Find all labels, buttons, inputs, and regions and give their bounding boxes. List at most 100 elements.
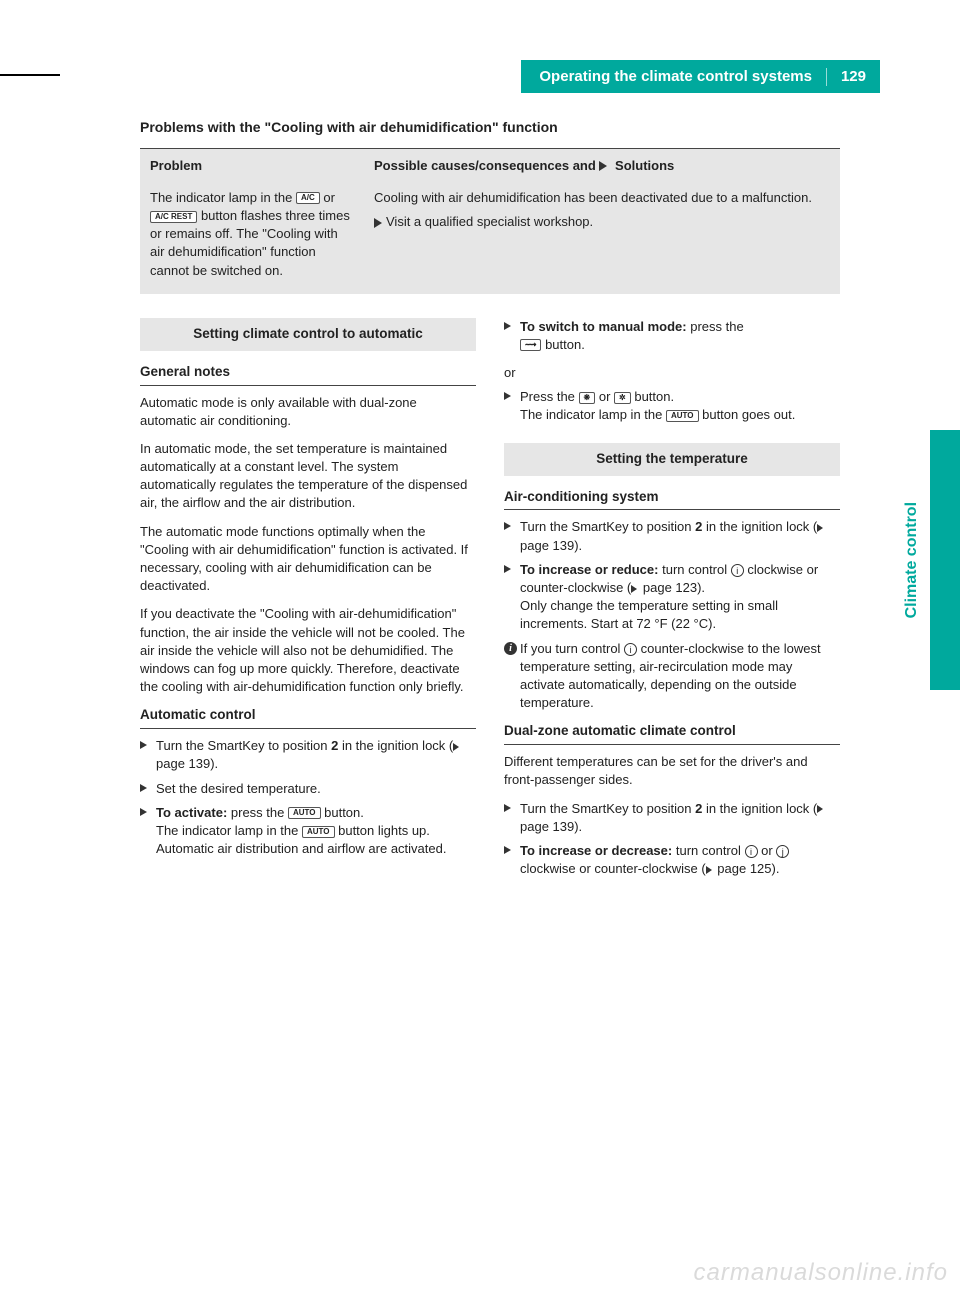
auto-button-icon: AUTO (666, 410, 699, 422)
step-set-temp: Set the desired temperature. (140, 780, 476, 798)
sol-line2: Visit a qualified specialist workshop. (386, 214, 593, 229)
th-solutions: Possible causes/consequences and Solutio… (364, 149, 840, 183)
step-ac-key: Turn the SmartKey to position 2 in the i… (504, 518, 840, 554)
steps-right-top: To switch to manual mode: press the ⟿ bu… (504, 318, 840, 354)
table-body-row: The indicator lamp in the A/C or A/C RES… (140, 183, 840, 294)
ref-icon (817, 524, 823, 532)
t: Turn the SmartKey to position (520, 519, 695, 534)
content-area: Problems with the "Cooling with air dehu… (140, 118, 840, 888)
para-4: If you deactivate the "Cooling with air-… (140, 605, 476, 696)
t: turn control (658, 562, 730, 577)
steps-ac: Turn the SmartKey to position 2 in the i… (504, 518, 840, 712)
t: page 139). (156, 756, 218, 771)
t: in the ignition lock ( (338, 738, 453, 753)
td-solution: Cooling with air dehumidification has be… (364, 183, 840, 294)
header-divider (826, 68, 827, 86)
heading-auto: Setting climate control to automatic (140, 318, 476, 351)
or-text: or (504, 364, 840, 382)
t: page 139). (520, 819, 582, 834)
page-content: Operating the climate control systems 12… (0, 0, 960, 928)
t: or (595, 389, 614, 404)
t: Turn the SmartKey to position (520, 801, 695, 816)
step-press-defrost: Press the ❋ or ✲ button. The indicator l… (504, 388, 840, 424)
subheading-ac-system: Air-conditioning system (504, 488, 840, 511)
t: button. (631, 389, 674, 404)
header-title: Operating the climate control systems (539, 66, 812, 87)
defrost-button-icon: ❋ (579, 392, 596, 404)
fan-button-icon: ✲ (614, 392, 631, 404)
ac-rest-button-icon: A/C REST (150, 211, 197, 223)
t: page 125). (714, 861, 780, 876)
ref-icon (817, 805, 823, 813)
problem-table: Problem Possible causes/consequences and… (140, 149, 840, 294)
t: The indicator lamp in the (520, 407, 666, 422)
step-ac-adjust: To increase or reduce: turn control i cl… (504, 561, 840, 634)
para-3: The automatic mode functions optimally w… (140, 523, 476, 596)
two-column-layout: Setting climate control to automatic Gen… (140, 318, 840, 889)
auto-button-icon: AUTO (302, 826, 335, 838)
control-i-icon: i (624, 643, 637, 656)
subheading-general: General notes (140, 363, 476, 386)
th-problem: Problem (140, 149, 364, 183)
header-bar: Operating the climate control systems 12… (140, 60, 880, 90)
t: To activate: (156, 805, 227, 820)
problem-text-1: The indicator lamp in the (150, 190, 296, 205)
th-sol-suffix: Solutions (611, 158, 674, 173)
step-dual-key: Turn the SmartKey to position 2 in the i… (504, 800, 840, 836)
step-dual-adjust: To increase or decrease: turn control i … (504, 842, 840, 878)
ac-button-icon: A/C (296, 192, 320, 204)
t: To increase or decrease: (520, 843, 672, 858)
para-1: Automatic mode is only available with du… (140, 394, 476, 430)
step-activate: To activate: press the AUTO button. The … (140, 804, 476, 859)
auto-button-icon: AUTO (288, 807, 321, 819)
t: The indicator lamp in the (156, 823, 302, 838)
control-j-icon: j (776, 845, 789, 858)
ref-icon (631, 585, 637, 593)
dual-para: Different temperatures can be set for th… (504, 753, 840, 789)
t: turn control (672, 843, 744, 858)
step-manual: To switch to manual mode: press the ⟿ bu… (504, 318, 840, 354)
ref-icon (706, 866, 712, 874)
control-i-icon: i (745, 845, 758, 858)
heading-temp: Setting the temperature (504, 443, 840, 476)
t: or (758, 843, 777, 858)
watermark: carmanualsonline.info (694, 1256, 948, 1290)
problem-text-2: or (320, 190, 335, 205)
t: Only change the temperature setting in s… (520, 598, 778, 631)
sol-line2-wrap: Visit a qualified specialist workshop. (374, 213, 830, 231)
t: Turn the SmartKey to position (156, 738, 331, 753)
table-header-row: Problem Possible causes/consequences and… (140, 149, 840, 183)
sol-line1: Cooling with air dehumidification has be… (374, 189, 830, 207)
t: page 123). (639, 580, 705, 595)
left-column: Setting climate control to automatic Gen… (140, 318, 476, 889)
t: button. (321, 805, 364, 820)
subheading-dual-zone: Dual-zone automatic climate control (504, 722, 840, 745)
t: page 139). (520, 538, 582, 553)
right-column: To switch to manual mode: press the ⟿ bu… (504, 318, 840, 889)
header-title-box: Operating the climate control systems 12… (521, 60, 880, 93)
triangle-icon (599, 161, 607, 171)
control-i-icon: i (731, 564, 744, 577)
t: button. (541, 337, 584, 352)
triangle-icon (374, 218, 382, 228)
t: To switch to manual mode: (520, 319, 687, 334)
t: in the ignition lock ( (702, 519, 817, 534)
t: clockwise or counter-clockwise ( (520, 861, 706, 876)
t: button goes out. (699, 407, 796, 422)
ref-icon (453, 743, 459, 751)
td-problem: The indicator lamp in the A/C or A/C RES… (140, 183, 364, 294)
t: in the ignition lock ( (702, 801, 817, 816)
th-sol-prefix: Possible causes/consequences and (374, 158, 599, 173)
t: press the (687, 319, 744, 334)
main-title: Problems with the "Cooling with air dehu… (140, 118, 840, 138)
step-info-recirc: If you turn control i counter-clockwise … (504, 640, 840, 713)
steps-right-top2: Press the ❋ or ✲ button. The indicator l… (504, 388, 840, 424)
steps-dual: Turn the SmartKey to position 2 in the i… (504, 800, 840, 879)
t: Press the (520, 389, 579, 404)
subheading-auto-control: Automatic control (140, 706, 476, 729)
t: If you turn control (520, 641, 624, 656)
t: press the (227, 805, 288, 820)
step-key-pos: Turn the SmartKey to position 2 in the i… (140, 737, 476, 773)
airflow-button-icon: ⟿ (520, 339, 541, 351)
para-2: In automatic mode, the set temperature i… (140, 440, 476, 513)
